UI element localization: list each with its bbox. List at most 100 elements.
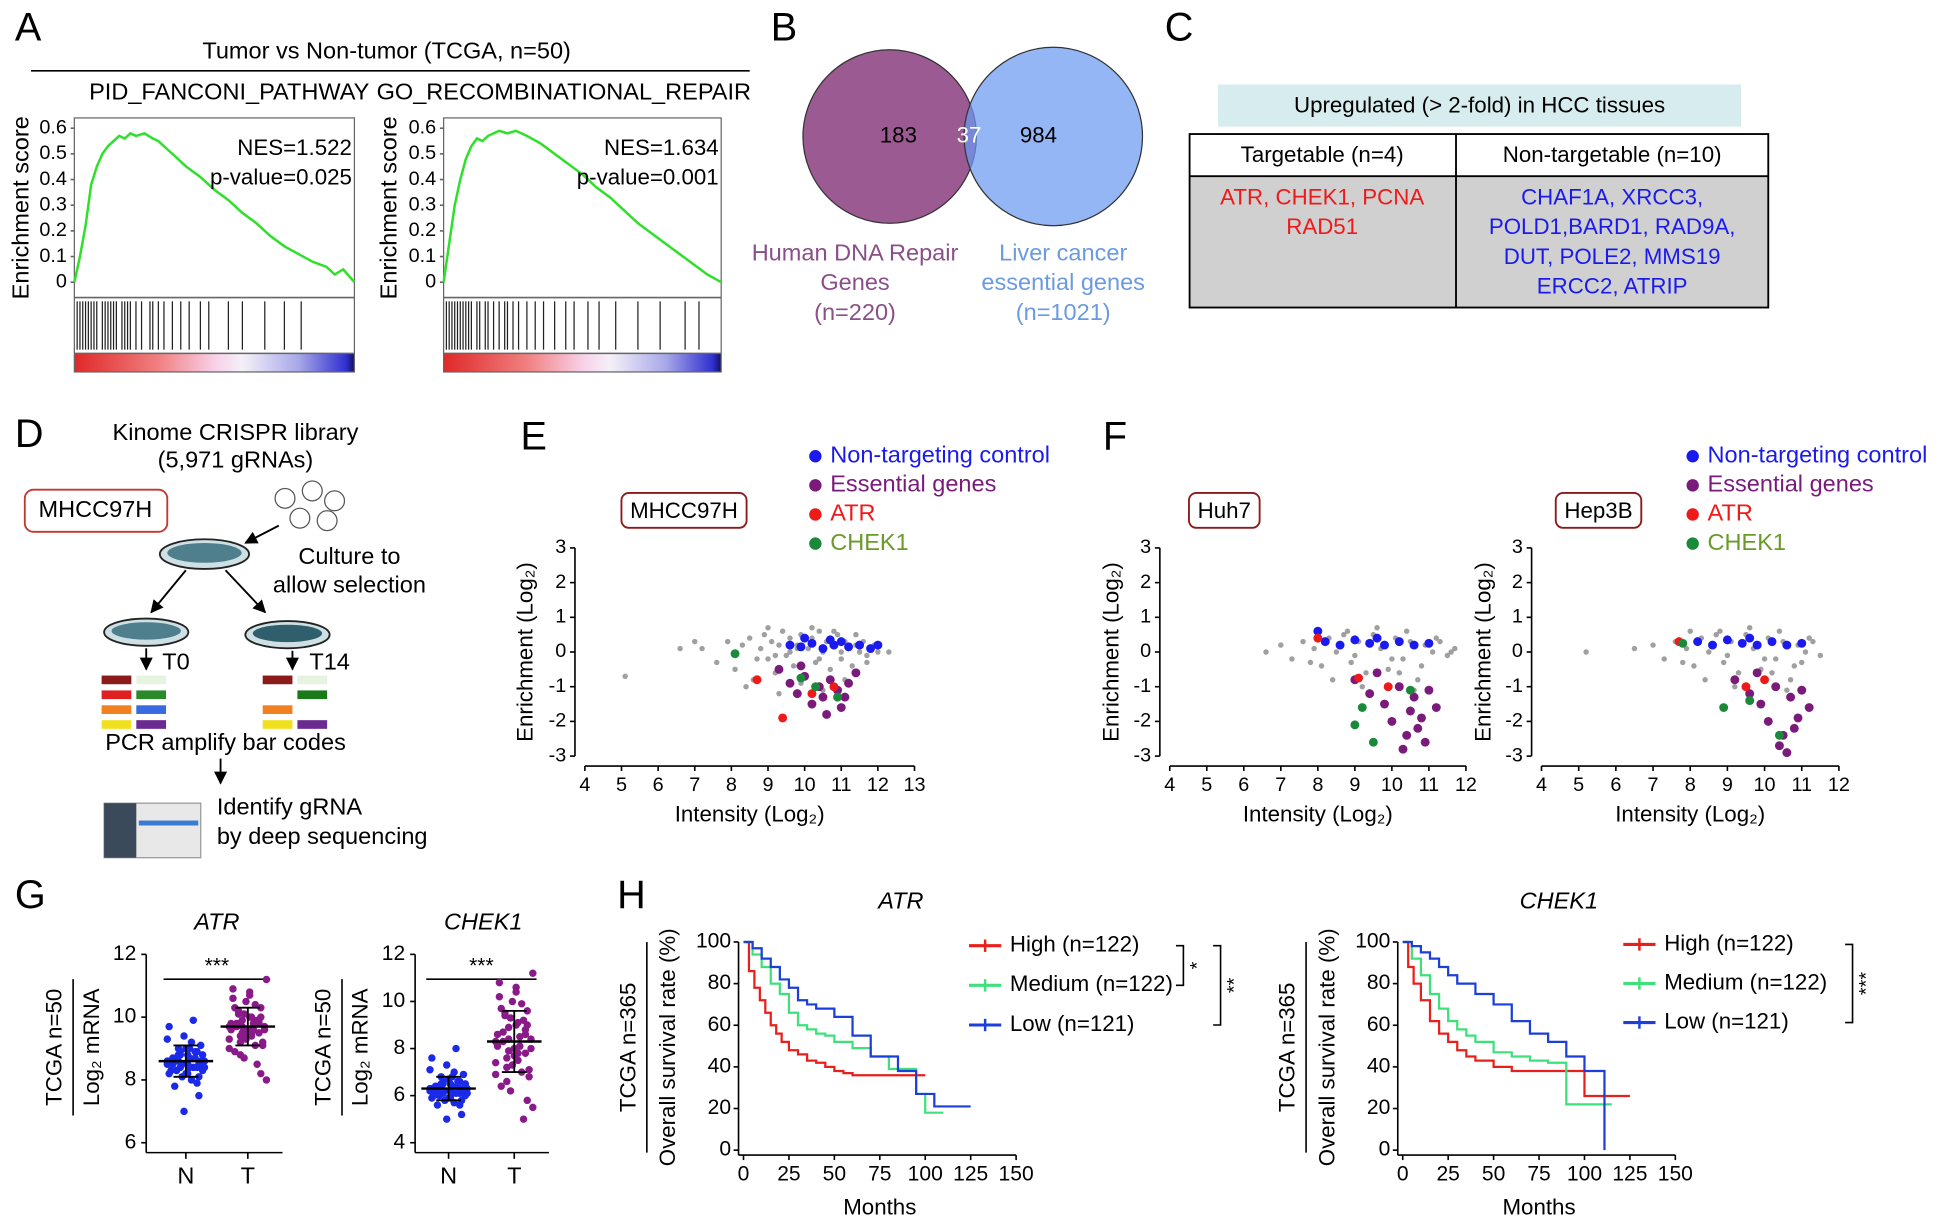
point — [1344, 628, 1351, 634]
point — [730, 649, 740, 659]
annotation: p-value=0.025 — [210, 165, 352, 190]
point — [512, 988, 520, 996]
point — [790, 663, 797, 669]
point — [247, 1029, 256, 1037]
legend-label: Low (n=121) — [1664, 1008, 1789, 1033]
point — [262, 975, 271, 984]
legend-label: Essential genes — [1708, 471, 1874, 497]
point — [836, 703, 846, 712]
point — [1402, 730, 1412, 740]
point — [833, 692, 843, 702]
point — [1789, 723, 1799, 733]
point — [836, 637, 846, 647]
legend-label: ATR — [1708, 500, 1753, 526]
survival-curve — [743, 940, 926, 1077]
y-tick-label: 0.4 — [409, 168, 437, 190]
point — [253, 1060, 261, 1068]
y-tick-label: 0 — [555, 640, 566, 662]
point — [776, 642, 782, 648]
y-tick-label: 3 — [1140, 536, 1151, 558]
point — [504, 1047, 513, 1055]
point — [812, 659, 819, 666]
point — [523, 1096, 531, 1105]
point — [1810, 638, 1816, 645]
legend-marker — [1686, 537, 1699, 550]
point — [523, 1021, 531, 1029]
point — [757, 645, 764, 652]
point — [1776, 628, 1783, 634]
point — [1760, 675, 1770, 685]
y-axis-label: Enrichment (Log₂) — [513, 562, 538, 742]
legend-marker — [809, 479, 822, 492]
y-tick-label: 60 — [1367, 1013, 1390, 1036]
point — [495, 978, 504, 987]
point — [503, 1077, 511, 1086]
x-tick-label: 4 — [1536, 774, 1547, 796]
y-tick-label: 0 — [719, 1138, 731, 1161]
y-tick-label: 0.6 — [39, 116, 67, 138]
annotation: NES=1.634 — [604, 135, 719, 160]
point — [457, 1096, 466, 1105]
diagram-text: PCR amplify bar codes — [105, 729, 346, 755]
point — [1380, 699, 1389, 709]
y-tick-label: 0.3 — [39, 193, 67, 215]
point — [437, 1080, 445, 1088]
cell-text: DUT, POLE2, MMS19 — [1504, 244, 1721, 269]
x-axis-label: Months — [843, 1194, 916, 1219]
y-tick-label: 0.2 — [39, 219, 67, 241]
legend-label: Non-targeting control — [830, 441, 1050, 467]
point — [807, 699, 817, 709]
panel-label: F — [1103, 414, 1127, 458]
point — [258, 1038, 267, 1046]
legend-label: Low (n=121) — [1010, 1011, 1135, 1036]
y-tick-label: 100 — [696, 930, 731, 953]
point — [495, 993, 504, 1001]
point — [765, 624, 771, 631]
point — [827, 666, 833, 673]
chart-title: PID_FANCONI_PATHWAY — [89, 78, 370, 104]
y-tick-label: 12 — [382, 942, 405, 965]
point — [714, 659, 720, 666]
y-tick-label: -1 — [549, 675, 567, 697]
annotation: p-value=0.001 — [577, 165, 719, 190]
x-tick-label: 10 — [1754, 774, 1776, 796]
table-frame — [1188, 133, 1770, 309]
point — [459, 1070, 468, 1079]
y-tick-label: -2 — [1134, 710, 1152, 732]
point — [796, 661, 806, 671]
x-tick-label: 150 — [999, 1162, 1034, 1185]
point — [519, 1115, 528, 1123]
point — [1374, 624, 1380, 631]
point — [1708, 640, 1717, 650]
dish-cells — [167, 542, 242, 563]
point — [1806, 635, 1812, 641]
point — [1767, 637, 1777, 647]
point — [229, 985, 237, 993]
x-tick-label: 12 — [1828, 774, 1850, 796]
venn-label: Human DNA Repair — [752, 239, 959, 265]
point — [1693, 637, 1703, 647]
y-tick-label: -3 — [1505, 744, 1523, 766]
point — [1661, 656, 1667, 662]
point — [240, 1010, 248, 1018]
point — [1350, 635, 1360, 645]
point — [829, 682, 839, 692]
point — [818, 644, 828, 654]
annotation: NES=1.522 — [237, 135, 352, 160]
y-axis-label: Log₂ mRNA — [79, 988, 104, 1106]
point — [231, 1047, 239, 1056]
x-tick-label: 13 — [903, 774, 925, 796]
point — [255, 1029, 263, 1037]
y-tick-label: 8 — [125, 1067, 137, 1090]
point — [1380, 640, 1389, 650]
point — [1372, 633, 1382, 643]
x-tick-label: 11 — [1791, 774, 1812, 796]
point — [1389, 656, 1395, 662]
point — [225, 1035, 233, 1043]
x-tick-label: 12 — [1455, 774, 1477, 796]
point — [1720, 659, 1727, 666]
point — [1774, 741, 1784, 751]
x-tick-label: 75 — [1527, 1162, 1550, 1185]
point — [1311, 645, 1317, 652]
cell-line-box — [1554, 491, 1643, 529]
